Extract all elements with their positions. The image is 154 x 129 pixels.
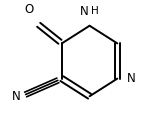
Text: H: H [91,6,99,16]
Text: N: N [127,72,136,85]
Text: N: N [12,90,21,103]
Text: O: O [24,3,34,16]
Text: N: N [80,5,89,18]
